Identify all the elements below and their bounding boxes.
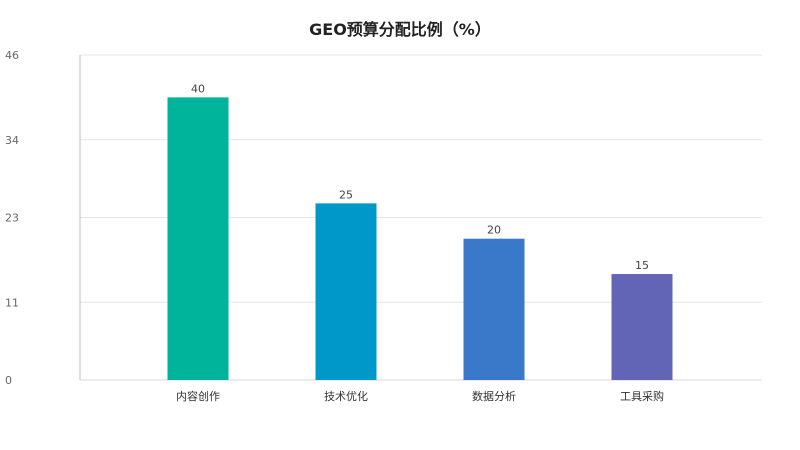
data-label: 40 [191, 82, 205, 95]
category-label: 内容创作 [176, 389, 220, 403]
chart-title: GEO预算分配比例（%） [309, 20, 491, 39]
y-tick-label: 23 [5, 212, 19, 225]
y-tick-label: 34 [5, 134, 19, 147]
y-tick-label: 11 [5, 296, 19, 309]
bar [611, 274, 673, 380]
data-labels: 40 25 20 15 [191, 82, 649, 272]
bar [167, 97, 229, 381]
y-tick-labels: 0 11 23 34 46 [5, 49, 19, 387]
y-tick-label: 0 [5, 374, 12, 387]
bar [463, 238, 525, 380]
y-tick-label: 46 [5, 49, 19, 62]
category-label: 工具采购 [620, 389, 664, 403]
data-label: 15 [635, 259, 649, 272]
category-labels: 内容创作 技术优化 数据分析 工具采购 [176, 389, 664, 403]
bar [315, 203, 377, 380]
category-label: 数据分析 [472, 389, 516, 403]
data-label: 20 [487, 224, 501, 237]
data-label: 25 [339, 188, 353, 201]
category-label: 技术优化 [324, 389, 368, 403]
bars [167, 97, 673, 381]
